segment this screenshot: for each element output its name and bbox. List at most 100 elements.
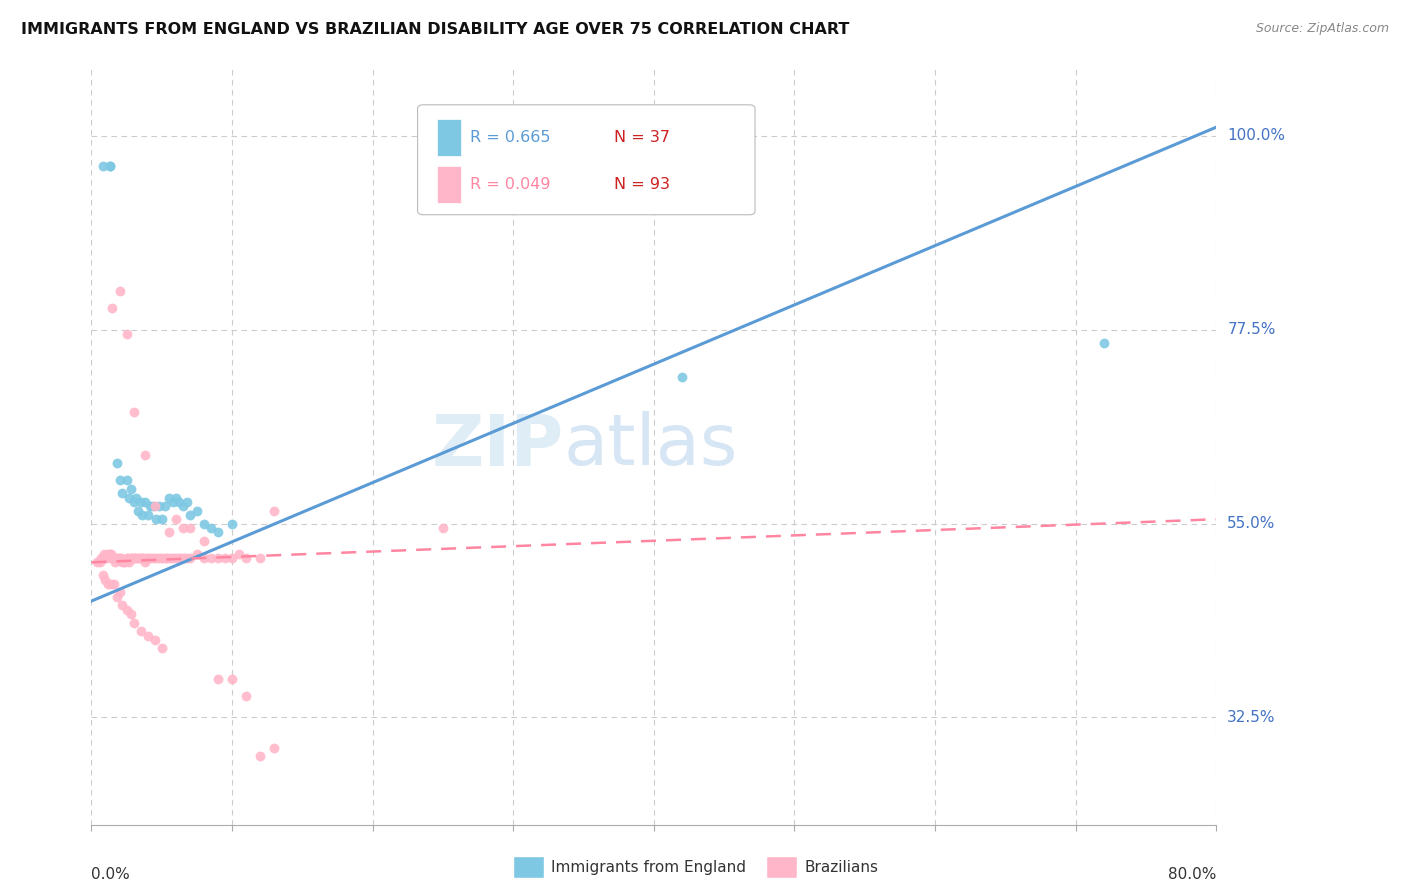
Point — [186, 503, 208, 517]
Point — [104, 555, 127, 569]
FancyBboxPatch shape — [418, 105, 755, 215]
Point — [132, 551, 155, 566]
Point — [159, 551, 181, 566]
Point — [91, 159, 114, 173]
Point — [112, 555, 135, 569]
Point — [101, 551, 124, 566]
Point — [129, 624, 152, 639]
Point — [143, 500, 166, 514]
Point — [86, 555, 108, 569]
Point — [148, 551, 170, 566]
Text: 32.5%: 32.5% — [1227, 710, 1275, 725]
Point — [115, 603, 138, 617]
Text: atlas: atlas — [564, 411, 738, 481]
Point — [249, 749, 271, 764]
Point — [263, 503, 285, 517]
Point — [120, 607, 142, 621]
Point — [156, 551, 179, 566]
Point — [98, 547, 121, 561]
Point — [118, 555, 141, 569]
Point — [139, 500, 162, 514]
Point — [121, 551, 143, 566]
Point — [139, 551, 162, 566]
Point — [207, 525, 229, 540]
Point — [117, 551, 139, 566]
Point — [172, 500, 194, 514]
Point — [105, 456, 128, 470]
Point — [176, 551, 198, 566]
Point — [120, 482, 142, 496]
Point — [221, 672, 243, 686]
Point — [165, 512, 187, 526]
Point — [111, 555, 134, 569]
Point — [122, 551, 145, 566]
Point — [136, 508, 159, 522]
Point — [124, 551, 146, 566]
Text: Source: ZipAtlas.com: Source: ZipAtlas.com — [1256, 22, 1389, 36]
Point — [165, 551, 187, 566]
Text: 100.0%: 100.0% — [1227, 128, 1285, 144]
Point — [91, 551, 114, 566]
Point — [432, 521, 454, 535]
Text: R = 0.049: R = 0.049 — [471, 177, 551, 192]
Point — [90, 551, 112, 566]
Point — [200, 521, 222, 535]
Point — [105, 590, 128, 604]
Point — [221, 551, 243, 566]
Point — [122, 615, 145, 630]
Point — [129, 495, 152, 509]
Point — [125, 491, 148, 505]
Point — [97, 577, 120, 591]
Point — [120, 551, 142, 566]
Point — [115, 474, 138, 488]
FancyBboxPatch shape — [437, 166, 461, 202]
Point — [186, 547, 208, 561]
Point — [136, 629, 159, 643]
Point — [214, 551, 236, 566]
Point — [173, 551, 195, 566]
Point — [165, 491, 187, 505]
Point — [129, 551, 152, 566]
Point — [157, 491, 180, 505]
Text: ZIP: ZIP — [432, 411, 564, 481]
Point — [100, 547, 122, 561]
Point — [193, 516, 215, 531]
Point — [107, 551, 129, 566]
Point — [97, 547, 120, 561]
Point — [153, 551, 176, 566]
Point — [103, 551, 125, 566]
Point — [671, 370, 693, 384]
Point — [118, 491, 141, 505]
Text: 77.5%: 77.5% — [1227, 322, 1275, 337]
Point — [108, 551, 131, 566]
Point — [111, 599, 134, 613]
Point — [235, 689, 257, 703]
Point — [150, 551, 173, 566]
Point — [108, 284, 131, 298]
Point — [131, 551, 153, 566]
Point — [172, 521, 194, 535]
Point — [193, 533, 215, 548]
Point — [115, 326, 138, 341]
Point — [93, 547, 115, 561]
Text: Brazilians: Brazilians — [804, 860, 879, 874]
Text: N = 37: N = 37 — [614, 130, 671, 145]
Point — [145, 551, 167, 566]
Point — [162, 551, 184, 566]
Point — [100, 577, 122, 591]
Text: Immigrants from England: Immigrants from England — [551, 860, 747, 874]
Text: 0.0%: 0.0% — [91, 867, 131, 882]
Point — [150, 641, 173, 656]
FancyBboxPatch shape — [437, 120, 461, 155]
Point — [91, 568, 114, 582]
Point — [134, 555, 156, 569]
Point — [96, 551, 118, 566]
Point — [176, 495, 198, 509]
Point — [162, 495, 184, 509]
Point — [115, 551, 138, 566]
Point — [98, 159, 121, 173]
Point — [103, 577, 125, 591]
Point — [108, 585, 131, 599]
Point — [249, 551, 271, 566]
Point — [89, 555, 111, 569]
